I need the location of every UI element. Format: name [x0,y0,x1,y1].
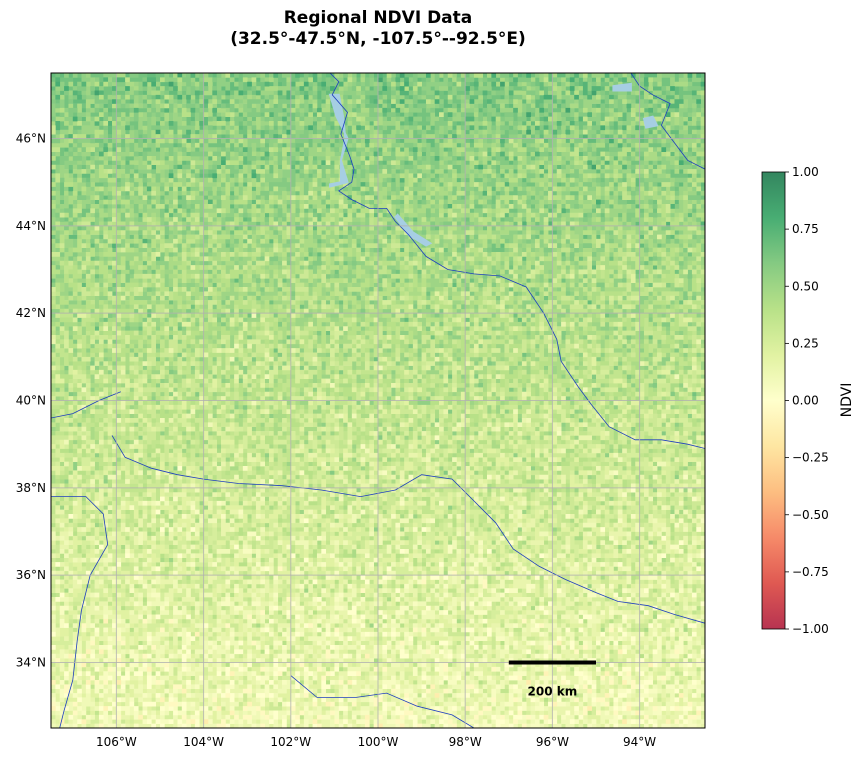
lat-tick-labels: 34°N 36°N 38°N 40°N 42°N 44°N 46°N [16,132,46,670]
ndvi-cells [51,160,705,728]
lake [612,82,632,92]
colorbar-tick-label: −0.25 [792,451,829,465]
lake [328,93,349,188]
colorbar-label: NDVI [839,383,855,418]
river [630,73,705,170]
colorbar-tick-label: 0.00 [792,394,819,408]
colorbar-gradient [761,171,786,630]
map-title-line1: Regional NDVI Data [283,8,473,28]
map-frame [50,72,706,729]
map-panel [51,73,705,728]
river [51,496,109,728]
colorbar: 1.00 0.75 0.50 0.25 0.00 −0.25 −0.50 −0.75 −1.00… [761,165,855,636]
river [51,391,121,419]
lon-tick-label: 98°W [449,735,482,749]
colorbar-tick-label: −0.75 [792,565,829,579]
lon-tick-label: 104°W [183,735,224,749]
ndvi-cells [51,73,705,628]
lon-tick-label: 94°W [623,735,656,749]
colorbar-tick-label: 1.00 [792,165,819,179]
river [290,675,475,728]
ndvi-cells [51,73,705,331]
colorbar-tick-label: 0.50 [792,279,819,293]
colorbar-tick-label: −1.00 [792,622,829,636]
colorbar-tick-label: 0.25 [792,336,819,350]
colorbar-tick-label: 0.75 [792,222,819,236]
lat-tick-label: 42°N [16,306,46,320]
ndvi-cells [55,73,705,249]
scale-bar-label: 200 km [528,685,578,699]
lake [642,115,659,129]
lat-tick-label: 44°N [16,219,46,233]
lat-tick-label: 38°N [16,481,46,495]
lon-tick-label: 106°W [96,735,137,749]
lon-tick-label: 100°W [358,735,399,749]
lat-tick-label: 36°N [16,568,46,582]
colorbar-tick-label: −0.50 [792,508,829,522]
lon-tick-label: 102°W [270,735,311,749]
river-layer [51,73,705,728]
scale-bar: 200 km [508,660,596,699]
lat-tick-label: 40°N [16,394,46,408]
lat-tick-label: 34°N [16,656,46,670]
colorbar-ticks: 1.00 0.75 0.50 0.25 0.00 −0.25 −0.50 −0.75 −1.00 [785,165,829,636]
ndvi-cells [51,112,705,728]
river [111,435,705,624]
lon-tick-label: 96°W [536,735,569,749]
map-title-line2: (32.5°-47.5°N, -107.5°--92.5°E) [230,29,526,49]
lon-tick-labels: 106°W 104°W 102°W 100°W 98°W 96°W 94°W [96,735,656,749]
river [329,73,705,449]
map-title: Regional NDVI Data (32.5°-47.5°N, -107.5… [0,8,756,50]
lat-tick-label: 46°N [16,132,46,146]
